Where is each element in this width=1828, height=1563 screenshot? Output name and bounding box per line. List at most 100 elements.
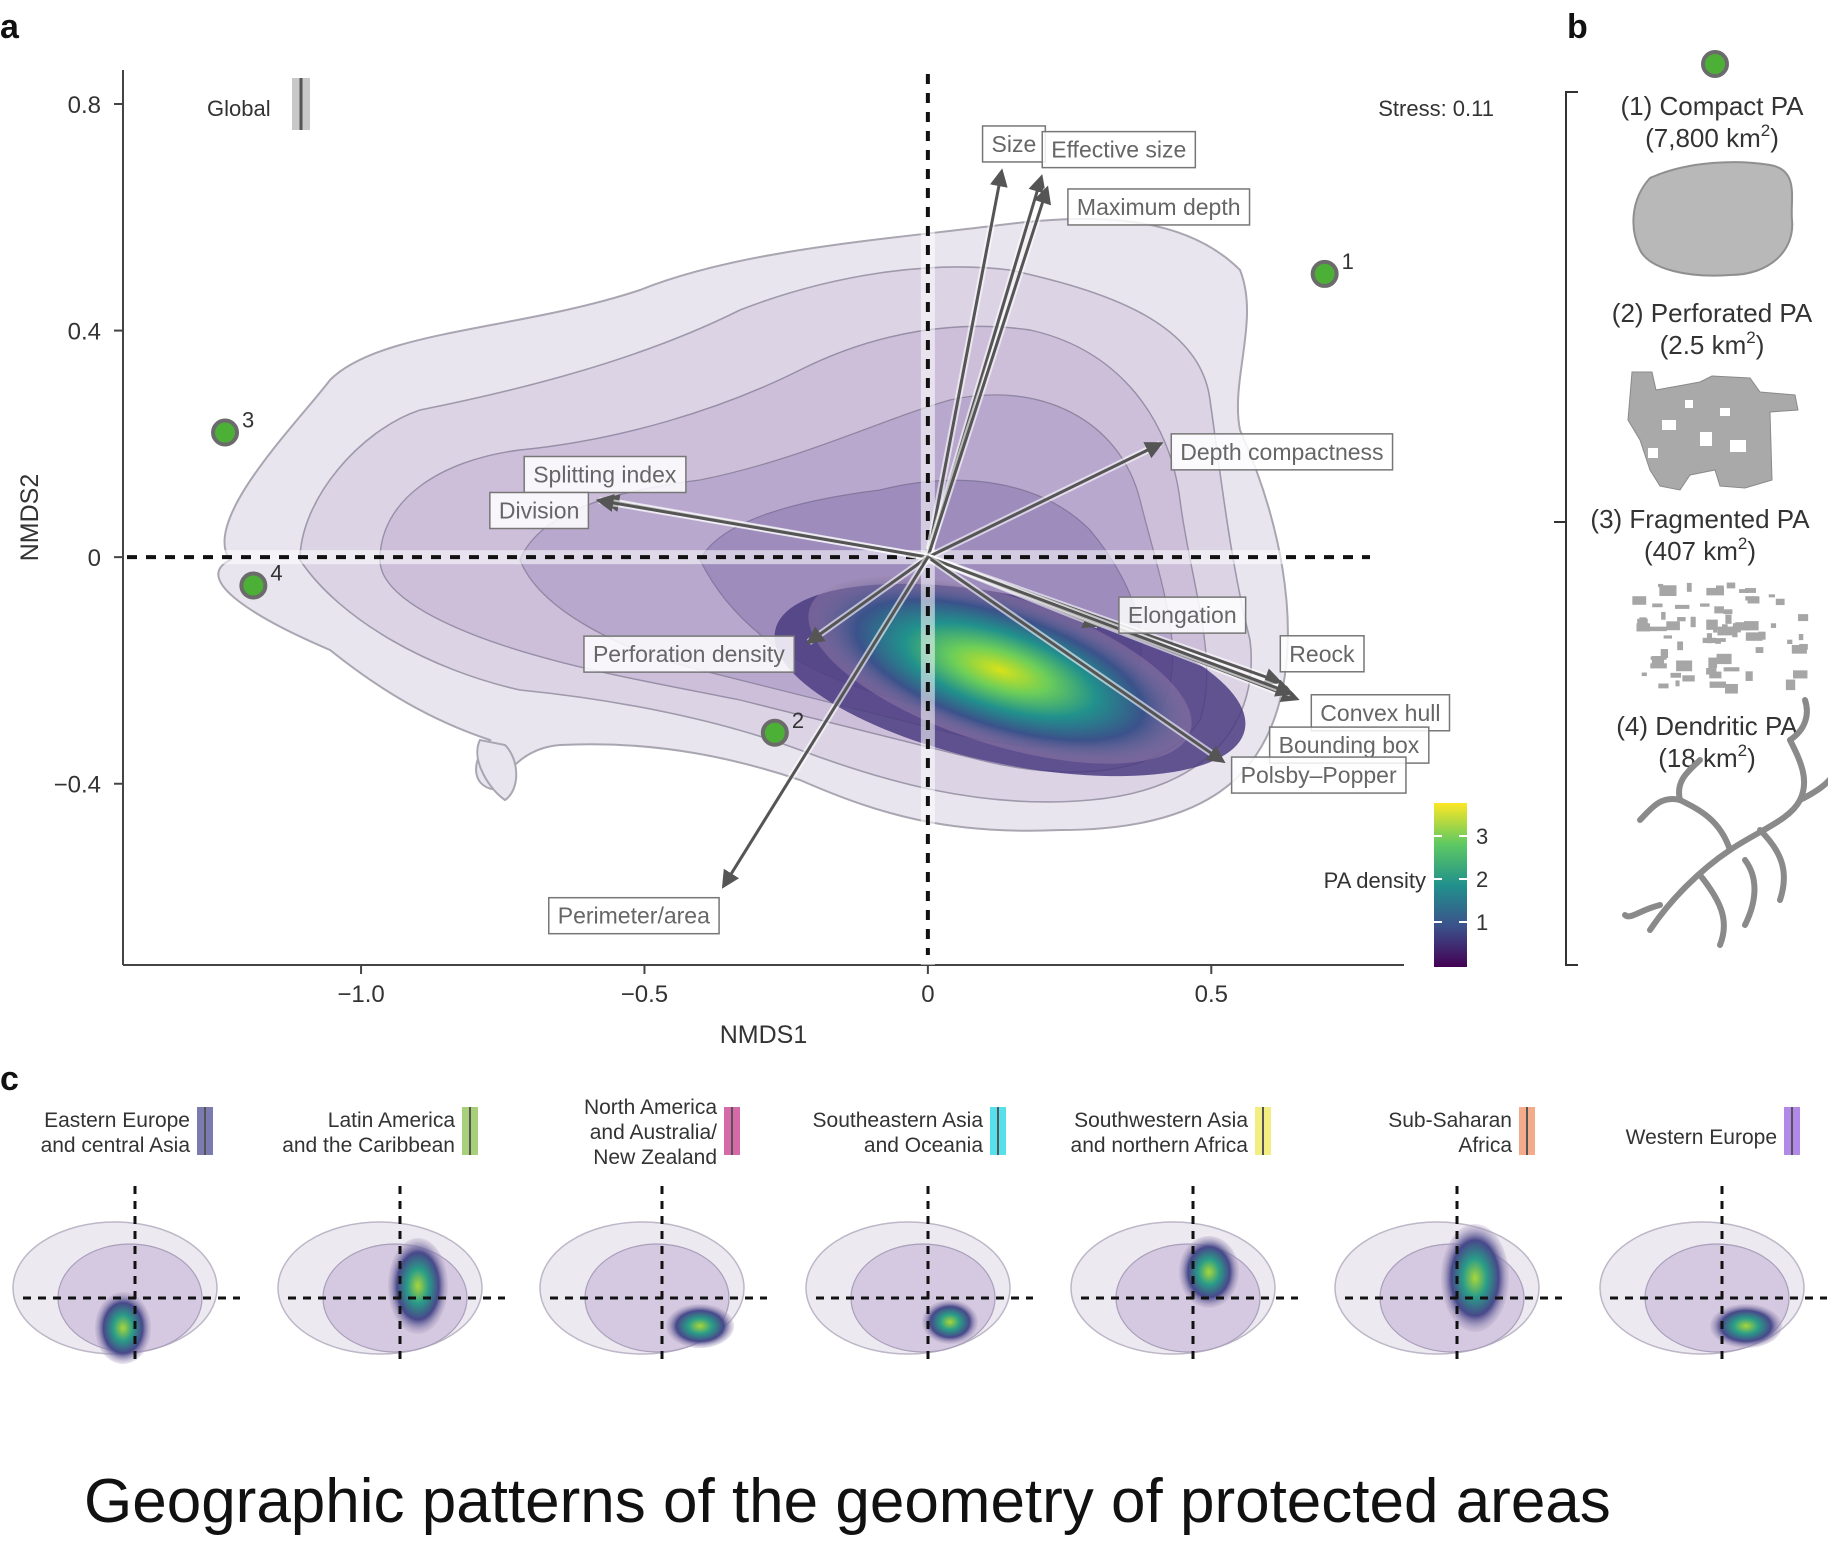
vector-arrow	[926, 168, 1008, 558]
colorbar-tick-label: 1	[1476, 910, 1488, 935]
fragment-patch	[1758, 631, 1766, 640]
shape-titles: (1) Compact PA(7,800 km2) (2) Perforated …	[1590, 91, 1812, 773]
shape-area-value: (407 km	[1644, 536, 1738, 566]
example-point-label: 3	[242, 408, 254, 433]
fragment-patch	[1677, 617, 1686, 622]
fragment-patch	[1744, 621, 1759, 631]
shape-area-suffix: )	[1747, 743, 1756, 773]
fragment-patch	[1658, 583, 1664, 588]
y-tick-label: 0.4	[68, 319, 101, 346]
region-label-line: Western Europe	[1626, 1126, 1777, 1149]
fragment-patch	[1725, 683, 1738, 694]
fragment-patch	[1637, 618, 1648, 630]
region-panel: Western Europe	[1599, 1107, 1827, 1366]
vector-label: Reock	[1289, 641, 1355, 667]
vector-arrow	[927, 555, 1295, 697]
fragment-patch	[1717, 626, 1734, 636]
shape-area-suffix: )	[1756, 330, 1765, 360]
shape-area-value: (2.5 km	[1660, 330, 1747, 360]
example-point	[211, 418, 240, 447]
y-tick-label: −0.4	[54, 772, 101, 799]
y-axis-title: NMDS2	[16, 474, 44, 562]
panel-letter-a: a	[0, 8, 20, 46]
region-label-line: North America	[584, 1096, 717, 1119]
shape-area-suffix: )	[1770, 123, 1779, 153]
vector-label: Division	[499, 498, 580, 524]
fragment-patch	[1792, 670, 1808, 679]
vector-label-frame	[1170, 433, 1394, 471]
example-point	[760, 718, 789, 747]
fragment-patch	[1670, 672, 1682, 678]
fragment-patch	[1686, 582, 1692, 592]
vector-label: Splitting index	[533, 462, 677, 488]
vector-label: Perforation density	[593, 641, 785, 667]
fragment-patch	[1709, 671, 1722, 679]
fragment-patch	[1632, 596, 1647, 605]
y-ticks: 0.8 0.4 0 −0.4	[54, 92, 123, 799]
panel-a-plot: −1.0 −0.5 0 0.5 0.8 0.4 0 −0.4 NMDS1 NMDS2 Siz…	[16, 70, 1494, 1049]
shape-area: (407 km2)	[1644, 534, 1756, 566]
vector-label-box: Maximum depth	[1067, 188, 1251, 226]
shape-title: (4) Dendritic PA	[1616, 711, 1798, 741]
shape-area: (7,800 km2)	[1645, 121, 1779, 153]
fragment-patch	[1690, 616, 1696, 628]
perforated-pa-shape	[1627, 371, 1799, 491]
fragment-patch	[1798, 634, 1804, 641]
vector-label-box: Splitting index	[523, 455, 687, 494]
fragment-patch	[1661, 611, 1666, 620]
vector-label: Elongation	[1128, 602, 1237, 628]
region-density-peak	[95, 1292, 151, 1364]
fragment-patch	[1706, 587, 1724, 596]
vector-label-frame	[548, 896, 720, 935]
vector-label-box: Polsby–Popper	[1230, 756, 1407, 794]
fragment-patch	[1726, 582, 1736, 589]
y-tick-label: 0.8	[68, 92, 101, 119]
x-tick-label: −1.0	[337, 981, 384, 1008]
shape-title: (1) Compact PA	[1620, 91, 1804, 121]
shape-area-superscript: 2	[1738, 534, 1747, 553]
fragment-patch	[1745, 588, 1757, 593]
shape-area: (18 km2)	[1658, 741, 1756, 773]
vector-arrow	[805, 555, 929, 645]
fragment-patch	[1709, 638, 1726, 642]
shape-title: (2) Perforated PA	[1612, 298, 1813, 328]
vector-label-box: Effective size	[1041, 130, 1197, 169]
fragment-patch	[1768, 594, 1776, 598]
zero-band-vertical	[920, 90, 935, 965]
fragment-patch	[1725, 614, 1732, 624]
fragment-patch	[1745, 671, 1753, 681]
panel-b-bracket	[1554, 91, 1578, 966]
colorbar-ticks: 3 2 1	[1434, 824, 1488, 935]
vector-label: Maximum depth	[1077, 194, 1241, 220]
region-label-line: Africa	[1458, 1134, 1512, 1157]
region-label-line: Southwestern Asia	[1074, 1109, 1248, 1132]
fragment-patch	[1652, 603, 1663, 608]
x-tick-label: 0	[921, 981, 934, 1008]
compact-pa-shape	[1632, 161, 1794, 277]
fragment-patch	[1739, 589, 1749, 593]
fragment-patch	[1714, 606, 1724, 614]
vector-label-frame	[489, 491, 590, 530]
vector-arrow	[926, 185, 1052, 558]
colorbar-tick-label: 2	[1476, 867, 1488, 892]
fragment-patch	[1706, 619, 1718, 630]
shape-title: (3) Fragmented PA	[1590, 504, 1810, 534]
stress-label: Stress: 0.11	[1378, 96, 1494, 121]
region-density-peak	[1710, 1304, 1782, 1348]
vector-arrow	[595, 494, 929, 559]
loading-vectors	[595, 168, 1300, 889]
fragment-patch	[1682, 675, 1695, 682]
region-label-line: and Oceania	[864, 1134, 983, 1157]
fragment-patch	[1651, 656, 1665, 667]
fragmented-pa-shape	[1632, 582, 1809, 694]
vector-label: Perimeter/area	[558, 903, 710, 929]
region-label-line: and Australia/	[590, 1121, 717, 1144]
vector-label-box: Perforation density	[583, 635, 795, 673]
fragment-patch	[1775, 598, 1785, 606]
region-label-line: and the Caribbean	[282, 1134, 455, 1157]
region-density-peak	[666, 1304, 734, 1348]
